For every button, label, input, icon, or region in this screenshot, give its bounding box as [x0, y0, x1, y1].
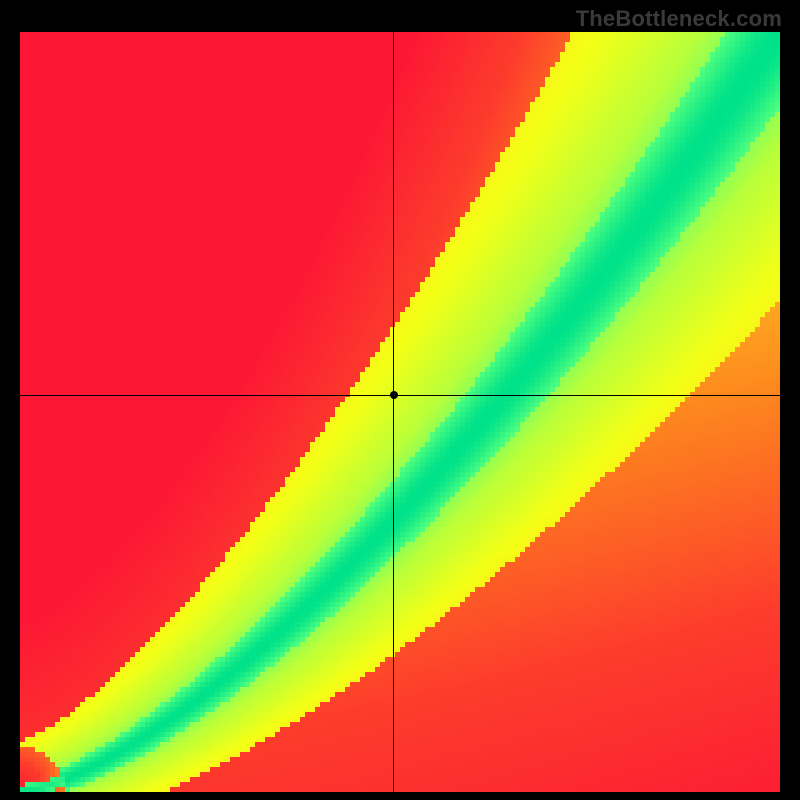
chart-container: TheBottleneck.com — [0, 0, 800, 800]
crosshair-horizontal — [20, 395, 780, 396]
crosshair-marker — [390, 391, 398, 399]
bottleneck-heatmap — [20, 32, 780, 792]
crosshair-vertical — [393, 32, 394, 792]
watermark-text: TheBottleneck.com — [576, 6, 782, 32]
